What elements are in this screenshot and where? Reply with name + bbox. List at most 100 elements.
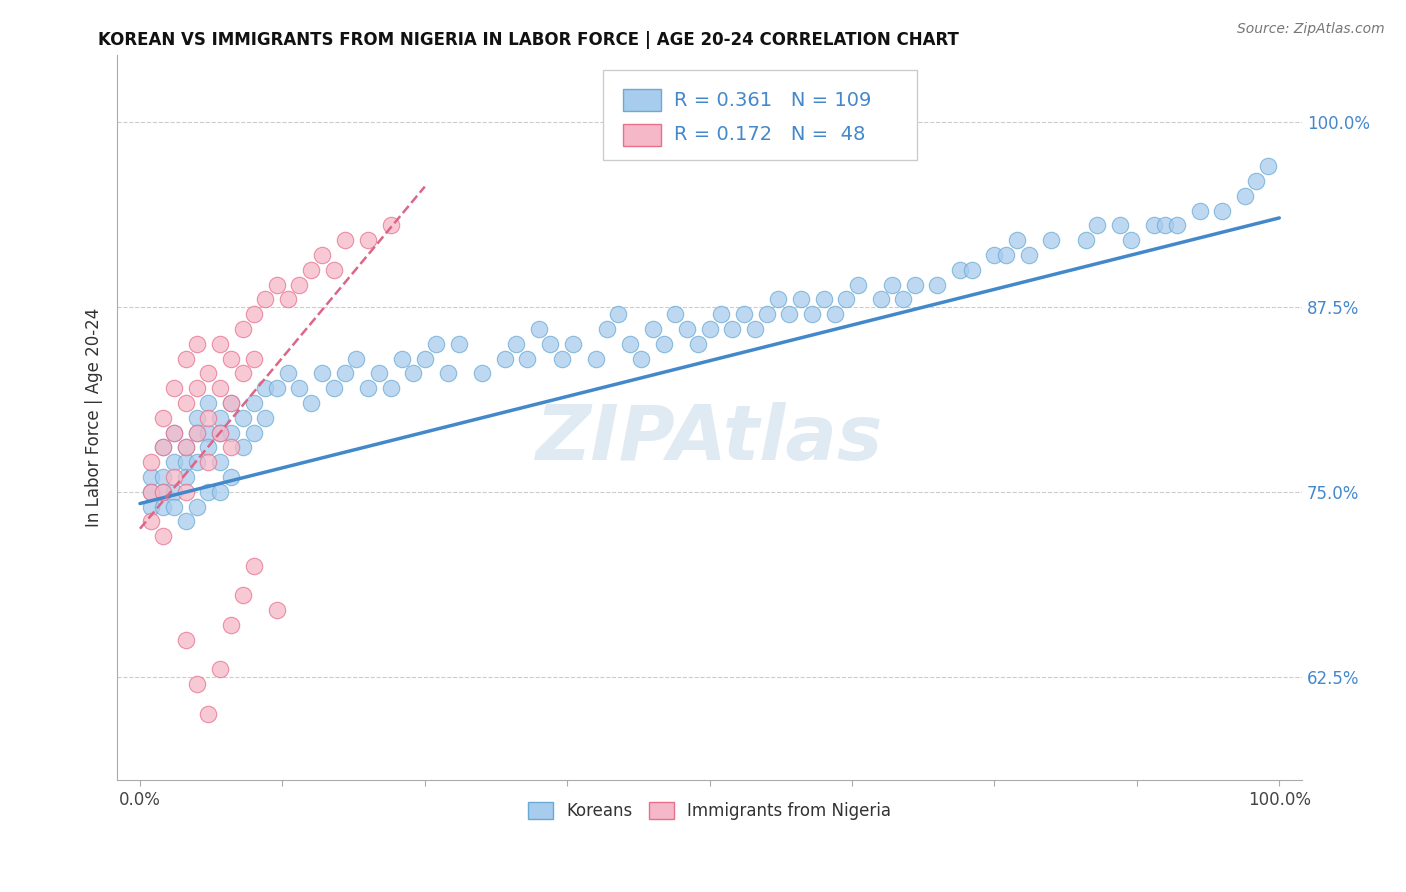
Point: [254, 293, 277, 307]
Point: [641, 322, 664, 336]
Point: [163, 425, 186, 440]
Point: [755, 307, 778, 321]
Point: [197, 706, 219, 721]
Point: [174, 440, 197, 454]
Point: [208, 662, 231, 676]
Point: [141, 470, 163, 484]
Point: [208, 425, 231, 440]
Point: [322, 381, 344, 395]
Point: [266, 381, 288, 395]
Point: [219, 425, 242, 440]
Point: [186, 500, 208, 514]
Point: [186, 336, 208, 351]
Point: [527, 322, 550, 336]
Point: [699, 322, 721, 336]
Point: [163, 455, 186, 469]
Point: [357, 381, 380, 395]
Point: [550, 351, 572, 366]
Point: [186, 381, 208, 395]
Point: [152, 529, 174, 543]
Point: [243, 351, 266, 366]
Point: [219, 396, 242, 410]
Point: [652, 336, 675, 351]
Point: [1188, 203, 1211, 218]
Point: [357, 233, 380, 247]
Point: [766, 293, 789, 307]
Point: [197, 440, 219, 454]
Point: [208, 336, 231, 351]
Point: [1074, 233, 1097, 247]
Point: [197, 367, 219, 381]
Point: [141, 484, 163, 499]
Point: [311, 248, 333, 262]
Point: [174, 455, 197, 469]
Point: [630, 351, 652, 366]
Text: Source: ZipAtlas.com: Source: ZipAtlas.com: [1237, 22, 1385, 37]
Point: [174, 351, 197, 366]
Point: [1085, 219, 1108, 233]
Point: [1121, 233, 1143, 247]
Point: [231, 440, 253, 454]
Point: [299, 396, 322, 410]
FancyBboxPatch shape: [603, 70, 917, 161]
Point: [447, 336, 470, 351]
Point: [1234, 188, 1257, 202]
Point: [277, 293, 299, 307]
Point: [163, 484, 186, 499]
Point: [1211, 203, 1233, 218]
Point: [243, 307, 266, 321]
Point: [231, 322, 253, 336]
Text: ZIPAtlas: ZIPAtlas: [536, 402, 883, 476]
Point: [1257, 159, 1279, 173]
Point: [254, 381, 277, 395]
Point: [402, 367, 425, 381]
Point: [1143, 219, 1166, 233]
Point: [994, 248, 1017, 262]
Point: [676, 322, 699, 336]
Point: [904, 277, 927, 292]
Point: [333, 367, 356, 381]
Point: [596, 322, 619, 336]
Point: [174, 470, 197, 484]
Text: R = 0.361   N = 109: R = 0.361 N = 109: [673, 91, 872, 110]
Point: [949, 262, 972, 277]
Point: [710, 307, 733, 321]
Point: [471, 367, 494, 381]
Point: [186, 425, 208, 440]
Point: [835, 293, 858, 307]
Point: [219, 618, 242, 632]
Point: [733, 307, 755, 321]
FancyBboxPatch shape: [623, 124, 661, 145]
Point: [619, 336, 641, 351]
Point: [1166, 219, 1188, 233]
Point: [163, 381, 186, 395]
Point: [186, 410, 208, 425]
Point: [436, 367, 458, 381]
Point: [960, 262, 983, 277]
Point: [778, 307, 800, 321]
Point: [231, 410, 253, 425]
Point: [174, 484, 197, 499]
Point: [141, 455, 163, 469]
Point: [494, 351, 516, 366]
Point: [561, 336, 583, 351]
Point: [869, 293, 891, 307]
Point: [1108, 219, 1130, 233]
Point: [664, 307, 686, 321]
Point: [322, 262, 344, 277]
Point: [927, 277, 949, 292]
FancyBboxPatch shape: [623, 89, 661, 111]
Point: [266, 277, 288, 292]
Point: [1005, 233, 1028, 247]
Point: [880, 277, 903, 292]
Y-axis label: In Labor Force | Age 20-24: In Labor Force | Age 20-24: [86, 308, 103, 527]
Point: [208, 425, 231, 440]
Point: [152, 484, 174, 499]
Point: [346, 351, 368, 366]
Point: [380, 381, 402, 395]
Point: [243, 396, 266, 410]
Point: [425, 336, 447, 351]
Point: [231, 588, 253, 602]
Point: [368, 367, 391, 381]
Point: [790, 293, 813, 307]
